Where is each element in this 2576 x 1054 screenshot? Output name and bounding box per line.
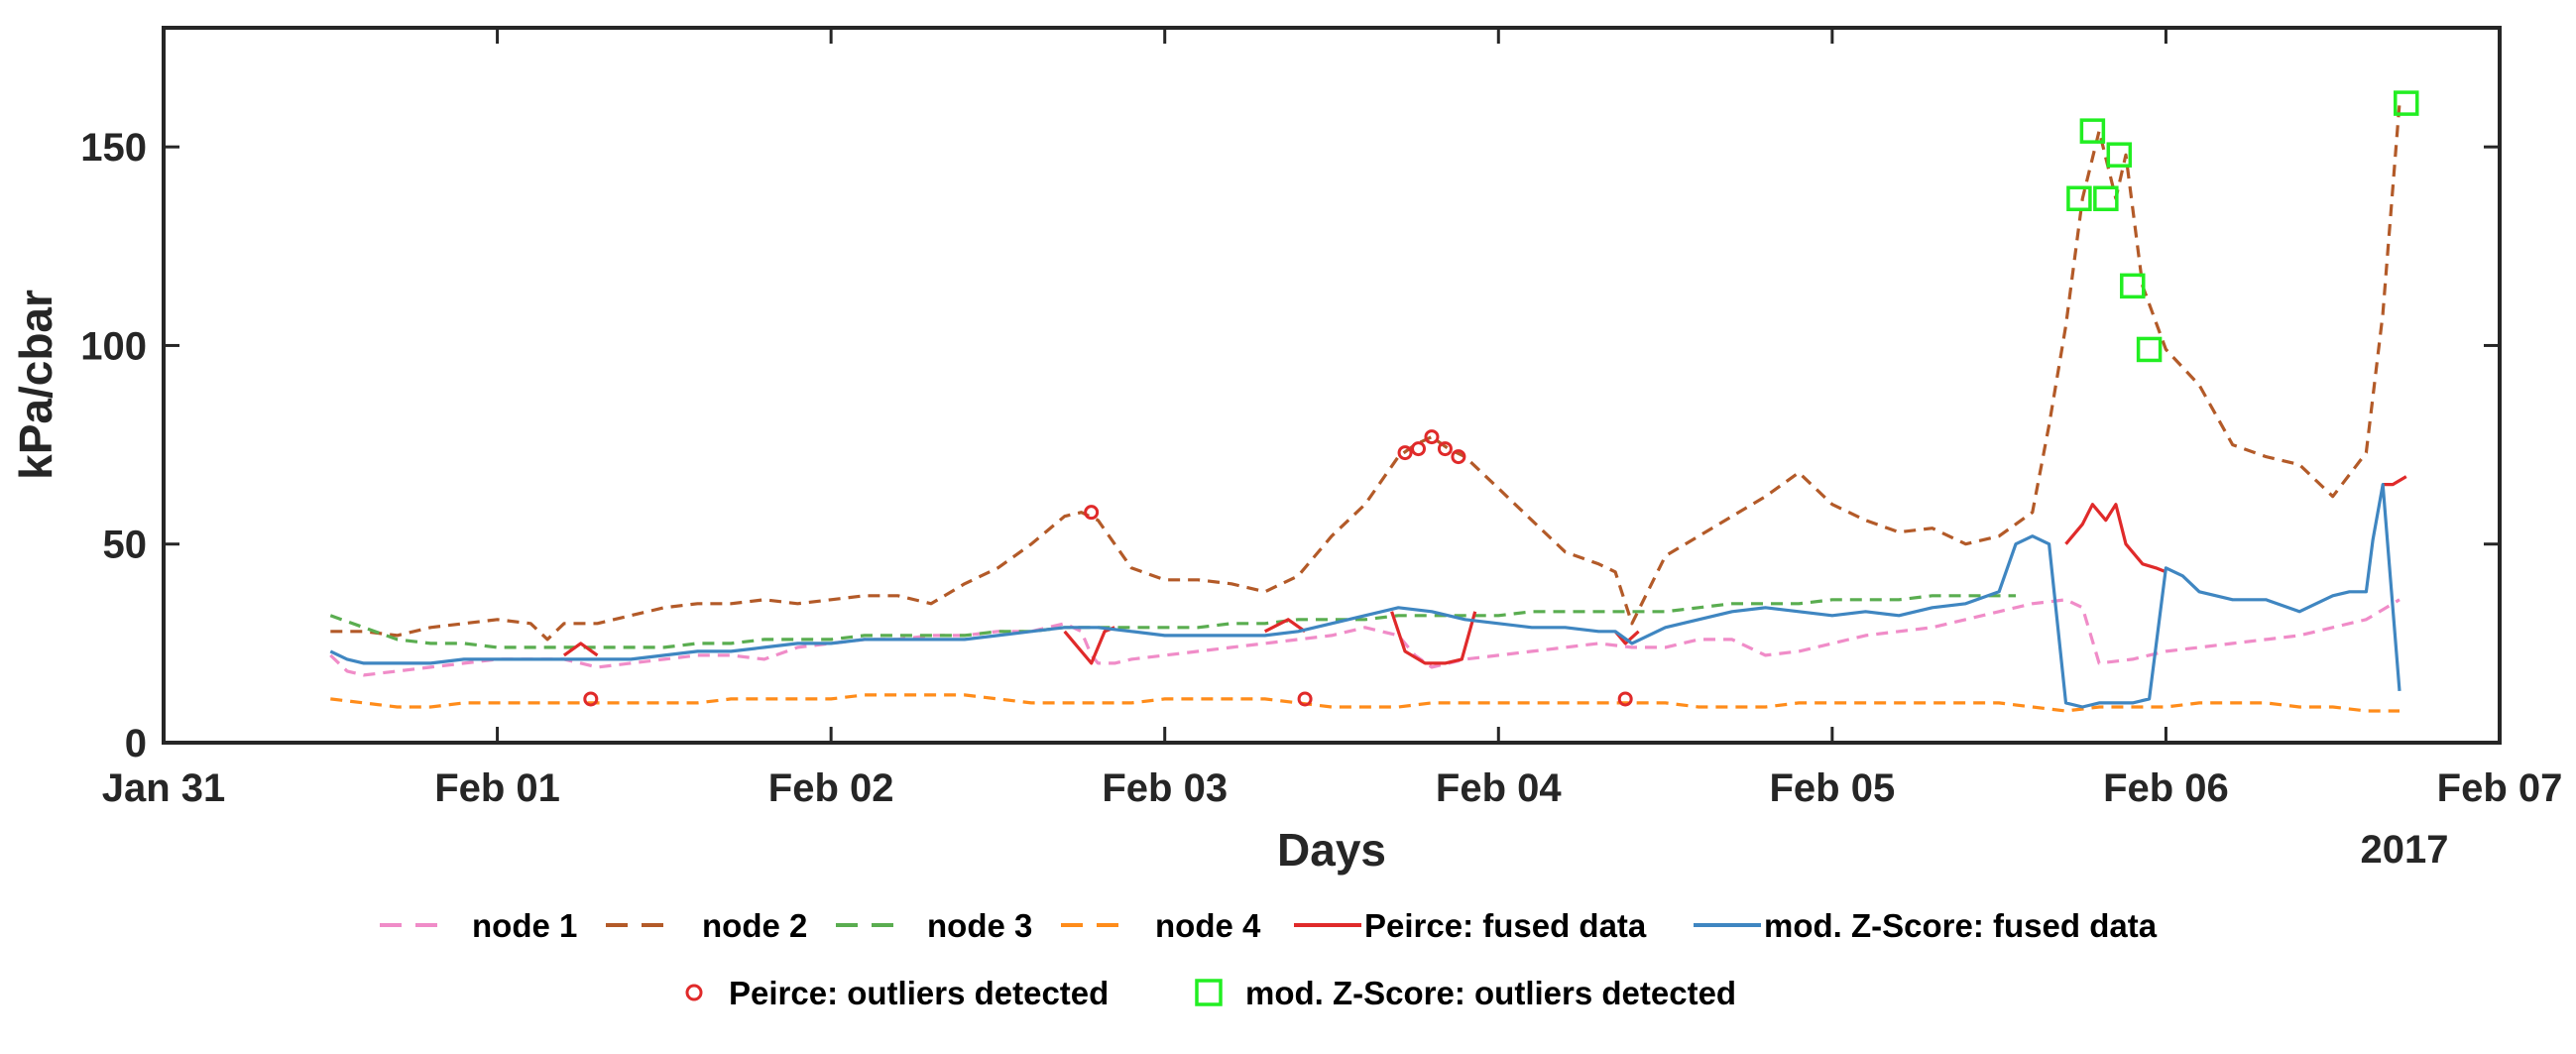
outlier-marker-mod-z-score-outliers-detected-1	[2066, 185, 2092, 211]
year-label: 2017	[2361, 828, 2449, 872]
outlier-marker-mod-z-score-outliers-detected-7	[2394, 90, 2419, 116]
legend-label-mod-z-score-outliers-detected: mod. Z-Score: outliers detected	[1245, 975, 1736, 1011]
series-line-mod-z-score-fused-data	[329, 483, 2401, 709]
x-tick-label: Feb 01	[434, 766, 560, 810]
legend-label-peirce-outliers-detected: Peirce: outliers detected	[729, 975, 1109, 1011]
outlier-marker-mod-z-score-outliers-detected-3	[2093, 185, 2119, 211]
marker-layer	[583, 90, 2419, 707]
y-tick-label: 0	[125, 722, 147, 765]
outlier-marker-peirce-outliers-detected-7	[1437, 441, 1453, 457]
series-line-peirce-fused-data-segment-1	[562, 642, 599, 657]
legend-label-node-4: node 4	[1155, 907, 1261, 944]
series-line-peirce-fused-data-segment-6	[2064, 503, 2166, 574]
legend-label-node-3: node 3	[927, 907, 1032, 944]
series-line-peirce-fused-data-segment-3	[1263, 618, 1307, 634]
outlier-marker-peirce-outliers-detected-6	[1424, 429, 1440, 445]
outlier-marker-mod-z-score-outliers-detected-4	[2106, 142, 2133, 168]
legend-label-mod-z-score-fused-data: mod. Z-Score: fused data	[1764, 907, 2158, 944]
x-tick-label: Feb 07	[2437, 766, 2563, 810]
legend-label-node-2: node 2	[702, 907, 807, 944]
outlier-marker-peirce-outliers-detected-9	[1617, 691, 1633, 707]
series-line-node-1	[329, 598, 2400, 677]
series-line-peirce-fused-data-segment-2	[1063, 626, 1115, 665]
outlier-marker-peirce-outliers-detected-8	[1451, 449, 1466, 465]
y-tick-label: 50	[103, 524, 148, 567]
x-axis-label: Days	[1277, 824, 1386, 876]
series-line-peirce-fused-data-segment-7	[2383, 475, 2407, 487]
legend-label-peirce-fused-data: Peirce: fused data	[1364, 907, 1647, 944]
outlier-marker-mod-z-score-outliers-detected-5	[2120, 273, 2146, 299]
x-tick-label: Jan 31	[102, 766, 226, 810]
series-line-node-3	[329, 594, 2016, 649]
x-tick-label: Feb 03	[1102, 766, 1228, 810]
legend: node 1 node 2 node 3 node 4 Peirce: fused da…	[380, 907, 2158, 1011]
tick-layer: Jan 31 Feb 01 Feb 02 Feb 03 Feb 04 Feb 05 Feb …	[80, 28, 2562, 810]
legend-swatch-peirce-outliers-detected	[685, 984, 703, 1001]
series-line-node-2	[330, 102, 2401, 642]
outlier-marker-mod-z-score-outliers-detected-6	[2136, 336, 2163, 363]
series-line-peirce-fused-data-segment-4	[1390, 611, 1477, 665]
outlier-marker-peirce-outliers-detected-4	[1397, 445, 1413, 461]
legend-label-node-1: node 1	[472, 907, 577, 944]
y-axis-label: kPa/cbar	[10, 290, 61, 480]
x-tick-label: Feb 06	[2103, 766, 2229, 810]
outlier-marker-peirce-outliers-detected-1	[583, 691, 599, 707]
x-tick-label: Feb 04	[1436, 766, 1562, 810]
x-tick-label: Feb 02	[768, 766, 894, 810]
series-line-node-4	[330, 693, 2400, 713]
x-tick-label: Feb 05	[1769, 766, 1895, 810]
outlier-marker-peirce-outliers-detected-2	[1084, 505, 1100, 521]
outlier-marker-mod-z-score-outliers-detected-2	[2079, 118, 2106, 144]
outlier-marker-peirce-outliers-detected-5	[1411, 441, 1427, 457]
y-tick-label: 150	[80, 126, 147, 170]
outlier-marker-peirce-outliers-detected-3	[1297, 691, 1313, 707]
legend-swatch-mod-z-score-outliers-detected	[1195, 979, 1223, 1006]
plot-area-frame	[162, 26, 2502, 745]
y-tick-label: 100	[80, 324, 147, 368]
